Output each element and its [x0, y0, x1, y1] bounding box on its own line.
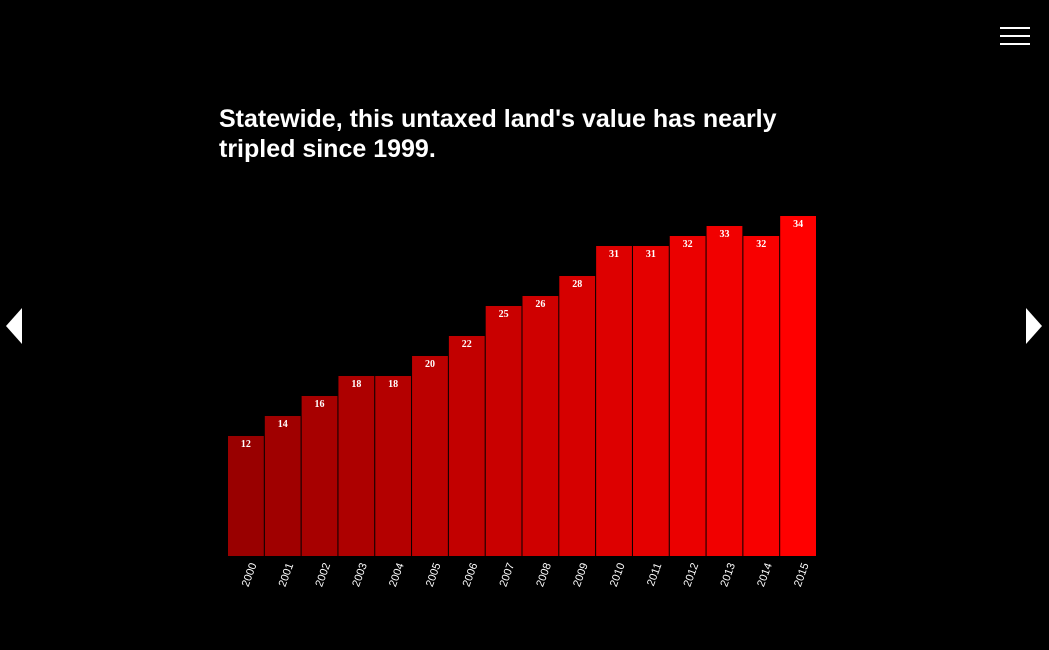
data-label-2002: 16 [315, 399, 325, 410]
x-tick-label-2007: 2007 [498, 561, 518, 588]
x-tick-label-2001: 2001 [277, 561, 297, 588]
menu-icon[interactable] [996, 24, 1034, 48]
x-tick-label-2005: 2005 [424, 561, 444, 588]
data-label-2001: 14 [278, 419, 288, 430]
x-tick-label-2000: 2000 [240, 561, 260, 588]
bar-2010 [596, 246, 632, 556]
bar-2008 [522, 296, 559, 556]
bar-2011 [632, 246, 669, 556]
bar-2000 [228, 436, 264, 556]
x-tick-label-2012: 2012 [682, 561, 702, 588]
bar-2002 [301, 396, 338, 556]
x-tick-label-2014: 2014 [755, 561, 775, 588]
x-tick-label-2015: 2015 [792, 561, 812, 588]
data-label-2005: 20 [425, 359, 435, 370]
bar-2014 [743, 236, 780, 556]
bar-2003 [338, 376, 375, 556]
x-tick-label-2009: 2009 [571, 561, 591, 588]
bar-2004 [375, 376, 412, 556]
x-tick-label-2003: 2003 [350, 561, 370, 588]
previous-slide-icon[interactable] [2, 306, 24, 346]
data-label-2012: 32 [683, 239, 693, 250]
x-tick-label-2013: 2013 [718, 561, 738, 588]
bar-2015 [780, 216, 816, 556]
x-tick-label-2004: 2004 [387, 561, 407, 588]
data-label-2014: 32 [756, 239, 766, 250]
menu-icon-line [1000, 35, 1030, 37]
bar-2005 [412, 356, 448, 556]
bar-2012 [669, 236, 706, 556]
bar-2006 [448, 336, 485, 556]
data-label-2007: 25 [499, 309, 509, 320]
data-label-2015: 34 [793, 219, 803, 230]
data-label-2004: 18 [388, 379, 398, 390]
x-tick-label-2002: 2002 [313, 561, 333, 588]
menu-icon-line [1000, 43, 1030, 45]
data-label-2008: 26 [535, 299, 545, 310]
next-slide-icon[interactable] [1024, 306, 1046, 346]
bar-2013 [706, 226, 743, 556]
bar-2007 [485, 306, 522, 556]
x-tick-label-2006: 2006 [461, 561, 481, 588]
bar-2001 [264, 416, 301, 556]
data-label-2011: 31 [646, 249, 656, 260]
bar-2009 [559, 276, 596, 556]
x-tick-label-2010: 2010 [608, 561, 628, 588]
x-tick-label-2008: 2008 [534, 561, 554, 588]
data-label-2006: 22 [462, 339, 472, 350]
x-tick-label-2011: 2011 [645, 561, 664, 587]
data-label-2009: 28 [572, 279, 582, 290]
data-label-2013: 33 [719, 229, 729, 240]
chart-title: Statewide, this untaxed land's value has… [219, 105, 777, 163]
data-label-2000: 12 [241, 439, 251, 450]
data-label-2010: 31 [609, 249, 619, 260]
menu-icon-line [1000, 27, 1030, 29]
data-label-2003: 18 [351, 379, 361, 390]
